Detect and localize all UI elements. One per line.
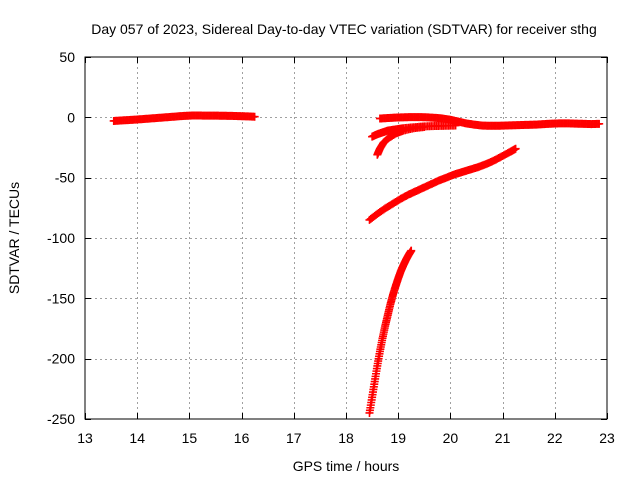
x-tick-label: 19 [390,430,406,446]
data-series-4 [373,122,429,159]
data-point [451,121,460,130]
x-tick-label: 22 [547,430,563,446]
x-tick-label: 20 [443,430,459,446]
y-tick-label: 50 [59,49,75,65]
x-tick-label: 14 [129,430,145,446]
y-tick-label: -100 [47,230,75,246]
x-tick-label: 16 [234,430,250,446]
grid-lines [85,57,607,419]
x-tick-label: 15 [182,430,198,446]
data-point [407,246,416,255]
y-tick-label: 0 [67,109,75,125]
data-series-2 [375,113,604,130]
x-tick-label: 18 [338,430,354,446]
y-tick-label: -150 [47,290,75,306]
y-axis-label: SDTVAR / TECUs [6,182,22,294]
y-tick-label: -200 [47,351,75,367]
data-series-1 [109,111,259,125]
y-tick-label: -250 [47,411,75,427]
data-point [511,144,520,153]
plot-frame [84,56,608,420]
data-point [595,119,604,128]
data-series-5 [365,144,520,224]
data-series-6 [365,246,416,417]
x-tick-label: 23 [599,430,615,446]
x-axis-label: GPS time / hours [293,458,400,474]
axis-ticks: 13 14 15 16 17 18 19 20 21 22 23 50 0 -50 -100 -150 -200… [47,49,615,446]
x-tick-label: 13 [77,430,93,446]
chart-title: Day 057 of 2023, Sidereal Day-to-day VTE… [91,21,597,37]
data-points [109,111,604,417]
data-point [420,122,429,131]
y-tick-label: -50 [55,170,75,186]
x-tick-label: 17 [286,430,302,446]
x-tick-label: 21 [495,430,511,446]
data-point [250,112,259,121]
